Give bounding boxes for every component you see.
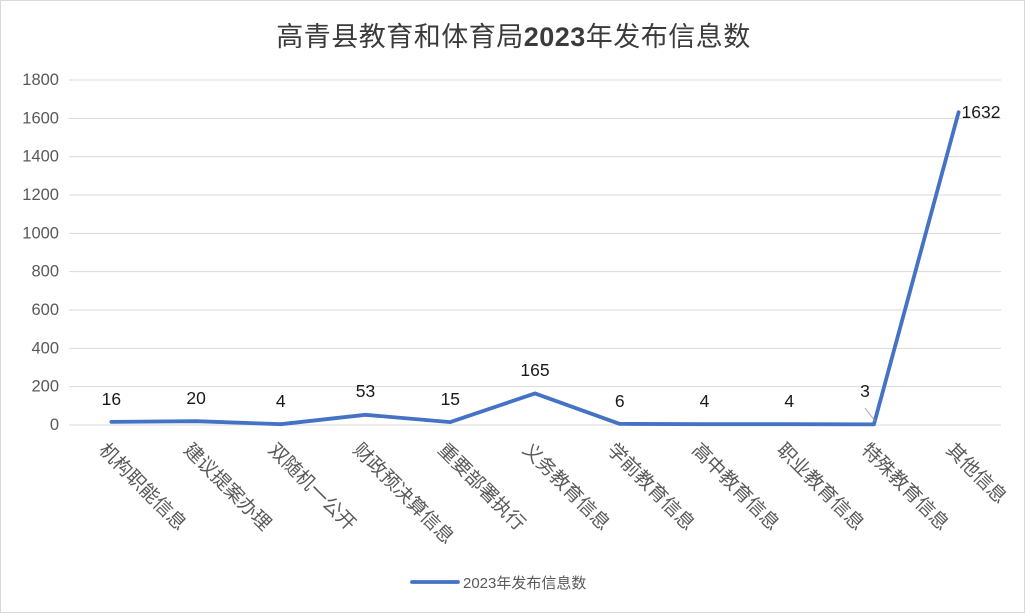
svg-text:1000: 1000 <box>22 224 59 242</box>
svg-text:特殊教育信息: 特殊教育信息 <box>857 439 953 535</box>
svg-text:重要部署执行: 重要部署执行 <box>433 439 529 535</box>
svg-text:4: 4 <box>700 391 710 411</box>
svg-text:400: 400 <box>31 339 59 357</box>
svg-text:1632: 1632 <box>962 102 1001 122</box>
svg-text:义务教育信息: 义务教育信息 <box>518 439 614 535</box>
svg-text:4: 4 <box>784 391 794 411</box>
svg-text:3: 3 <box>860 381 870 401</box>
svg-text:200: 200 <box>31 378 59 396</box>
svg-text:6: 6 <box>615 391 625 411</box>
svg-text:0: 0 <box>50 416 59 434</box>
svg-text:职业教育信息: 职业教育信息 <box>772 439 868 535</box>
svg-text:高中教育信息: 高中教育信息 <box>687 439 783 535</box>
svg-text:建议提案办理: 建议提案办理 <box>179 439 275 535</box>
svg-text:机构职能信息: 机构职能信息 <box>94 439 190 535</box>
svg-text:800: 800 <box>31 263 59 281</box>
svg-text:20: 20 <box>186 388 206 408</box>
svg-text:1800: 1800 <box>22 71 59 89</box>
svg-text:1200: 1200 <box>22 186 59 204</box>
svg-text:1400: 1400 <box>22 148 59 166</box>
svg-text:600: 600 <box>31 301 59 319</box>
svg-text:53: 53 <box>356 381 375 401</box>
svg-text:1600: 1600 <box>22 109 59 127</box>
svg-text:其他信息: 其他信息 <box>942 439 1011 508</box>
svg-text:4: 4 <box>276 391 286 411</box>
svg-text:165: 165 <box>520 360 549 380</box>
svg-text:16: 16 <box>102 389 121 409</box>
svg-text:15: 15 <box>441 389 460 409</box>
svg-text:2023年发布信息数: 2023年发布信息数 <box>463 575 586 592</box>
svg-text:学前教育信息: 学前教育信息 <box>603 439 699 535</box>
svg-text:双随机一公开: 双随机一公开 <box>264 439 360 535</box>
